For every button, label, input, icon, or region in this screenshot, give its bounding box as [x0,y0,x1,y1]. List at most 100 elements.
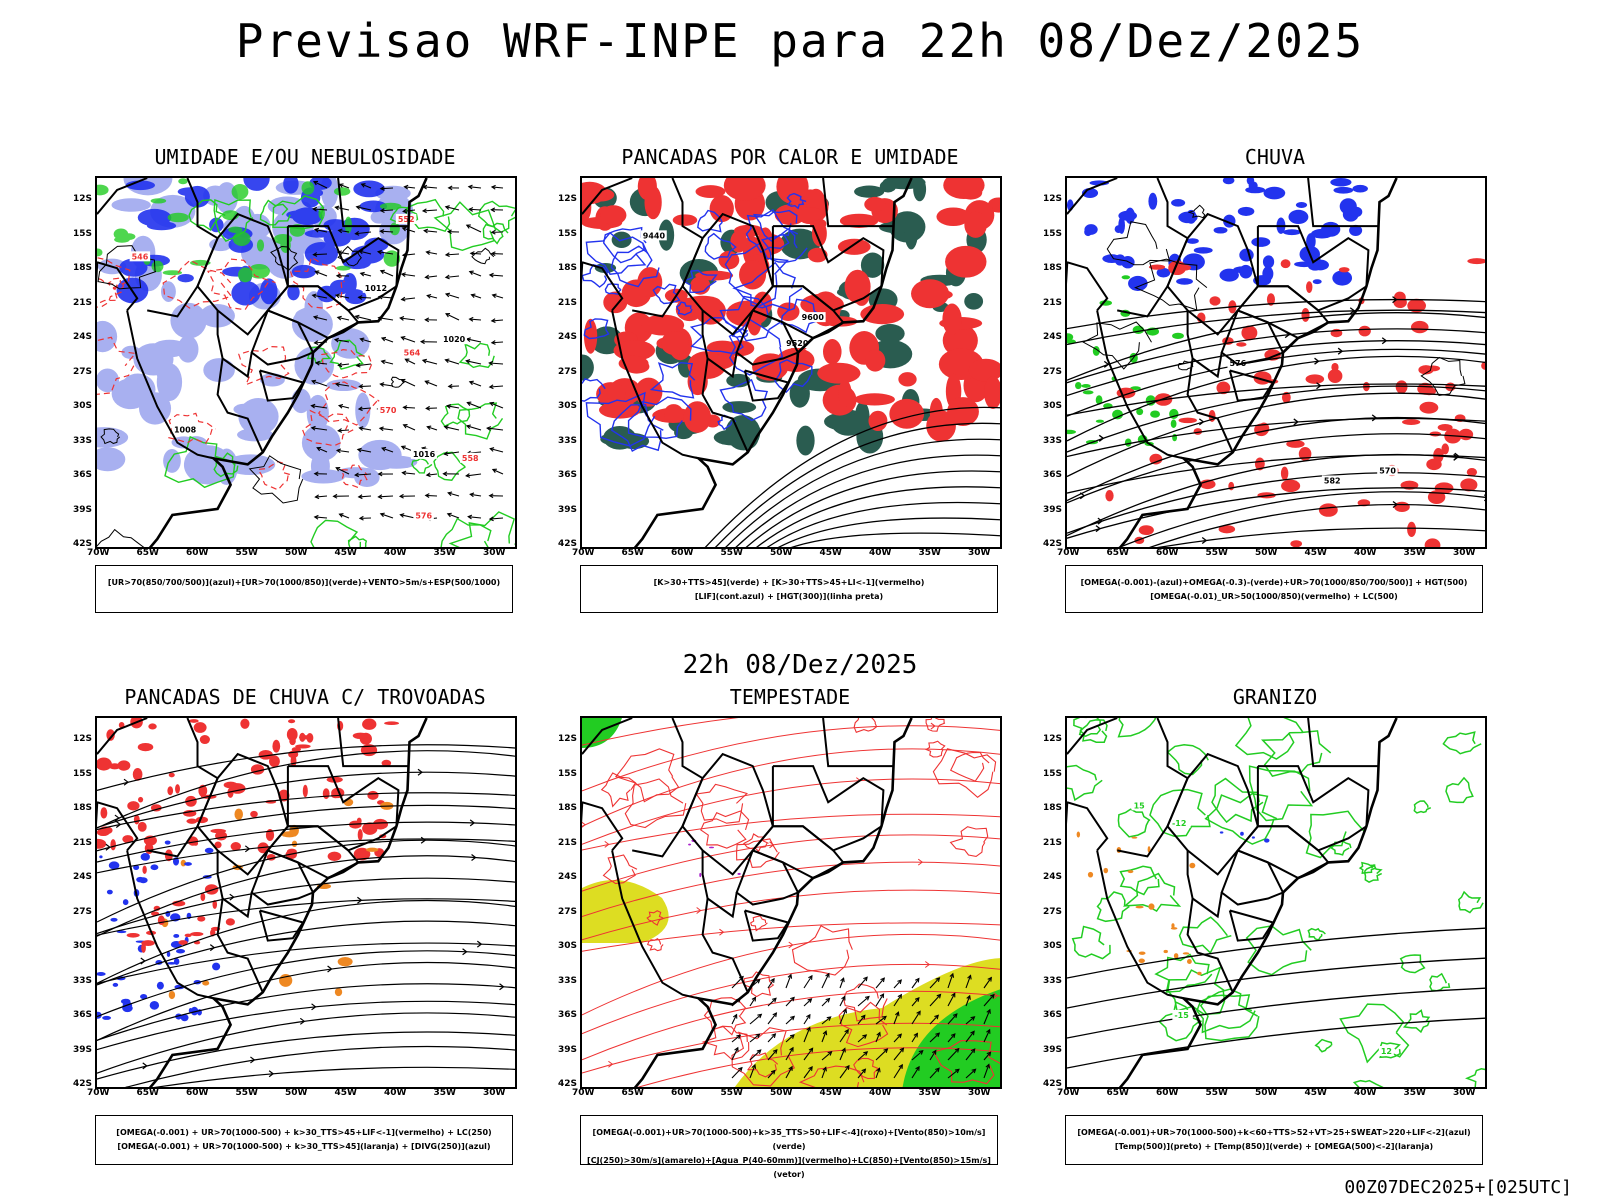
precipitable-water-contour-line [932,1040,1000,1085]
wind-arrowhead [357,494,363,500]
wind850-arrowhead [987,976,992,982]
streamline-arrow [1201,536,1208,545]
instability-red-blob [822,316,858,327]
main-title: Previsao WRF-INPE para 22h 08/Dez/2025 [235,14,1365,68]
hgt300-line [725,438,1000,547]
wind-arrowhead [465,359,471,364]
coastline [97,178,428,547]
wind-vector [359,427,372,431]
instability-green-blob [860,252,885,278]
state-border-11 [582,801,624,852]
coastline [582,718,913,1087]
wind-arrowhead [404,358,410,363]
instability-green-blob [875,323,905,344]
omega500-orange-blob [1076,831,1081,838]
storm-red-blob [148,723,157,730]
wind-vector [355,231,372,235]
wind-arrowhead [426,293,432,299]
lifted-index-contour-line [676,301,693,316]
precipitable-water-contour-line [700,810,750,849]
temp850-label: -12 [1172,819,1186,828]
wind-arrowhead [354,230,360,236]
lon-tick-label: 35W [1403,1088,1426,1098]
streamline-arrow [1314,357,1320,365]
temp850-contour-line [1166,743,1209,776]
wind-vector [466,425,482,431]
instability-red-blob [844,269,871,304]
wind-arrowhead [491,293,497,299]
instability-red-blob [964,211,987,238]
lat-tick-label: 24S [1043,872,1063,882]
wind-vector [425,380,438,387]
omega-green-blob [1136,408,1144,416]
omega-blue-blob [1239,264,1253,279]
temp850-contour-line [1149,788,1211,838]
divergence-blue-blob [116,930,127,934]
wind-vector [491,319,504,322]
low-level-humidity-contour-line [272,195,325,230]
wind-arrowhead [447,185,453,191]
storm-red-blob [210,828,227,834]
state-border-2 [1228,909,1275,942]
streamline [1067,296,1485,547]
map-canvas: 9600 9520 9440 [582,178,1000,547]
legend-box: [K>30+TTS>45](verde) + [K>30+TTS>45+LI<-… [580,565,998,613]
wind-arrowhead [313,340,319,346]
wind850-vector [749,1013,762,1025]
wind-arrowhead [380,336,387,342]
wind850-arrowhead [757,1013,763,1019]
wind-arrowhead [421,208,427,214]
wind850-vector [785,974,792,989]
lc850-streamline-line [637,1047,1000,1087]
wind850-arrowhead [897,1033,903,1039]
humidity-high-level-blob [291,264,316,279]
map-canvas: 15 12 -15 -12 [1067,718,1485,1087]
instability-red-blob [942,303,962,335]
state-border-4 [771,765,885,852]
wind-vector [445,275,460,278]
precipitable-water-contour-line [743,833,769,853]
wind-arrowhead [358,384,364,389]
hgt300-line [766,501,1000,547]
omega500-orange-blob [1138,951,1146,955]
hgt300-line [704,406,1000,547]
streamline-line [1067,392,1485,478]
streamline-arrow [1453,453,1459,461]
wind850-arrowhead [935,977,941,982]
jet-streamline-arrow [299,1017,306,1025]
wind850-vector [965,1016,975,1025]
divergence-blue-blob [166,951,171,957]
instability-green-blob [879,180,897,193]
map-panel: 15 12 -15 -12 [1065,716,1487,1089]
temp850-contour-line [1245,925,1312,976]
wind-vector [466,224,482,233]
humidity-high-level-blob [353,180,385,198]
precipitable-water-contour-line [925,718,946,732]
pressure-contour-line [97,528,145,547]
wind850-arrowhead [863,976,868,982]
jet-streamline-arrow [115,821,122,829]
wind850-arrowhead [879,993,885,999]
temp850-contour-line [1330,840,1352,856]
wind850-vector [911,997,920,1007]
streamline-line [1149,503,1485,547]
wind-arrowhead [465,473,471,478]
wind850-arrowhead [935,1067,940,1073]
temp850-contour-line [1117,808,1151,838]
lat-tick-label: 39S [1043,1044,1063,1055]
hgt300-line [778,517,1000,547]
wind-arrowhead [379,208,385,213]
humidity-low-level-blob [333,187,351,196]
temp850-label: -15 [1174,1011,1189,1020]
wind-vector [311,380,328,387]
state-border-12 [582,718,633,755]
wind850-vector [893,1012,899,1025]
wind850-arrowhead [755,978,761,984]
humidity-mid-level-blob [111,378,150,410]
storm-red-blob [132,768,143,781]
wind-vector [338,404,350,409]
thickness-contour-line [238,345,290,386]
wind-arrowhead [444,252,450,258]
wind850-vector [857,976,868,989]
wind-arrowhead [358,515,364,521]
